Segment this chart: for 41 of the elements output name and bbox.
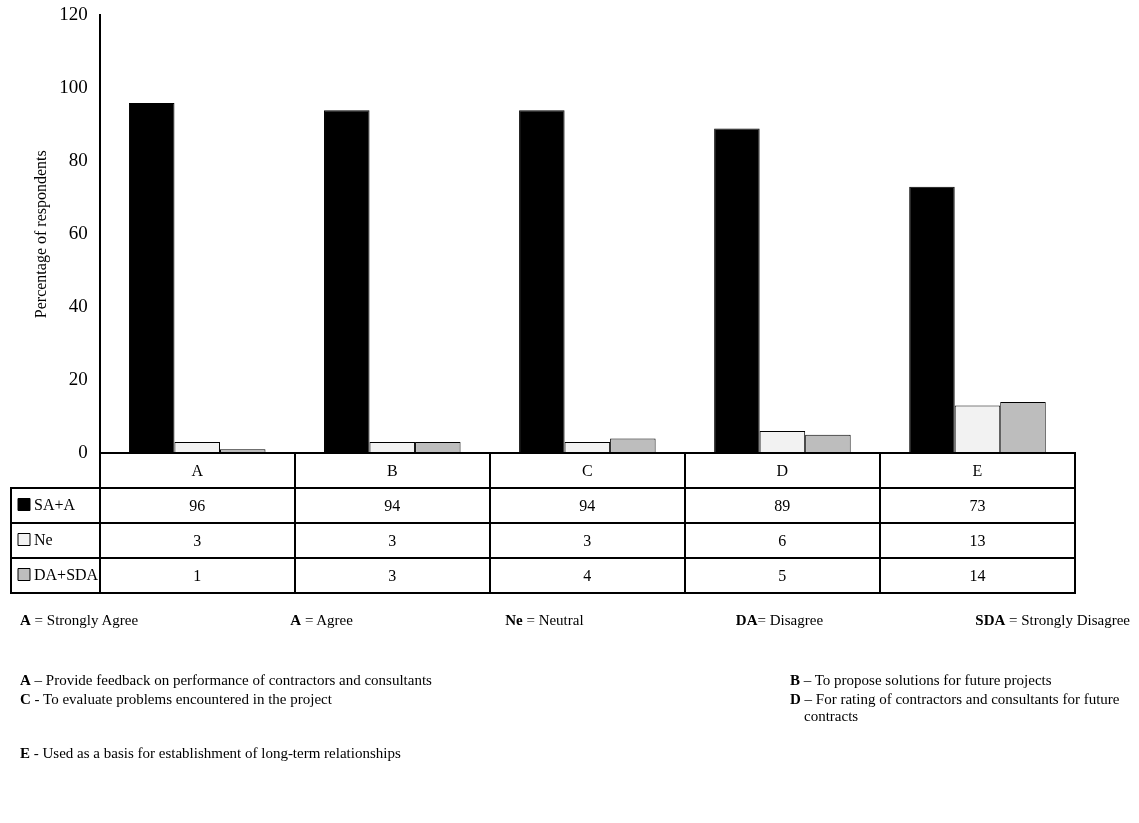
x-tick-label: E <box>879 453 1075 488</box>
legend-label: DA+SDA <box>34 565 99 583</box>
data-label: 6 <box>684 523 880 558</box>
legend-label: SA+A <box>34 495 76 513</box>
text: A = Strongly Agree <box>20 612 139 629</box>
x-tick-label: C <box>489 453 685 488</box>
text: A – Provide feedback on performance of contractors and consultants <box>20 672 433 689</box>
data-label: 89 <box>684 488 880 523</box>
data-label: 14 <box>879 558 1075 593</box>
y-tick-label: 60 <box>68 222 88 244</box>
y-tick-label: 120 <box>59 3 88 25</box>
data-label: 5 <box>684 558 880 593</box>
data-label: 73 <box>879 488 1075 523</box>
data-label: 1 <box>99 558 295 593</box>
x-tick-label: B <box>294 453 490 488</box>
text: D – For rating of contractors and consultants for future contracts <box>790 691 1121 725</box>
y-axis-title: Percentage of respondents <box>31 150 50 319</box>
data-label: 13 <box>879 523 1075 558</box>
x-tick-label: D <box>684 453 880 488</box>
y-tick-label: 20 <box>68 368 88 390</box>
text: E - Used as a basis for establishment of long-term relationships <box>20 745 402 762</box>
data-label: 4 <box>489 558 685 593</box>
data-label: 96 <box>99 488 295 523</box>
text: A = Agree <box>290 612 353 629</box>
data-label: 3 <box>294 558 490 593</box>
legend-label: Ne <box>34 530 53 548</box>
text: C - To evaluate problems encountered in the project <box>20 691 333 709</box>
text: SDA = Strongly Disagree <box>975 612 1130 629</box>
data-label: 94 <box>294 488 490 523</box>
text: B – To propose solutions for future projects <box>790 672 1053 689</box>
text: Ne = Neutral <box>505 612 584 629</box>
data-label: 3 <box>489 523 685 558</box>
y-tick-label: 0 <box>78 440 88 462</box>
data-label: 3 <box>99 523 295 558</box>
y-tick-label: 40 <box>68 295 88 317</box>
text: DA= Disagree <box>735 612 824 629</box>
y-tick-label: 80 <box>68 149 88 171</box>
x-tick-label: A <box>99 453 295 488</box>
y-tick-label: 100 <box>59 76 88 98</box>
data-label: 94 <box>489 488 685 523</box>
data-label: 3 <box>294 523 490 558</box>
